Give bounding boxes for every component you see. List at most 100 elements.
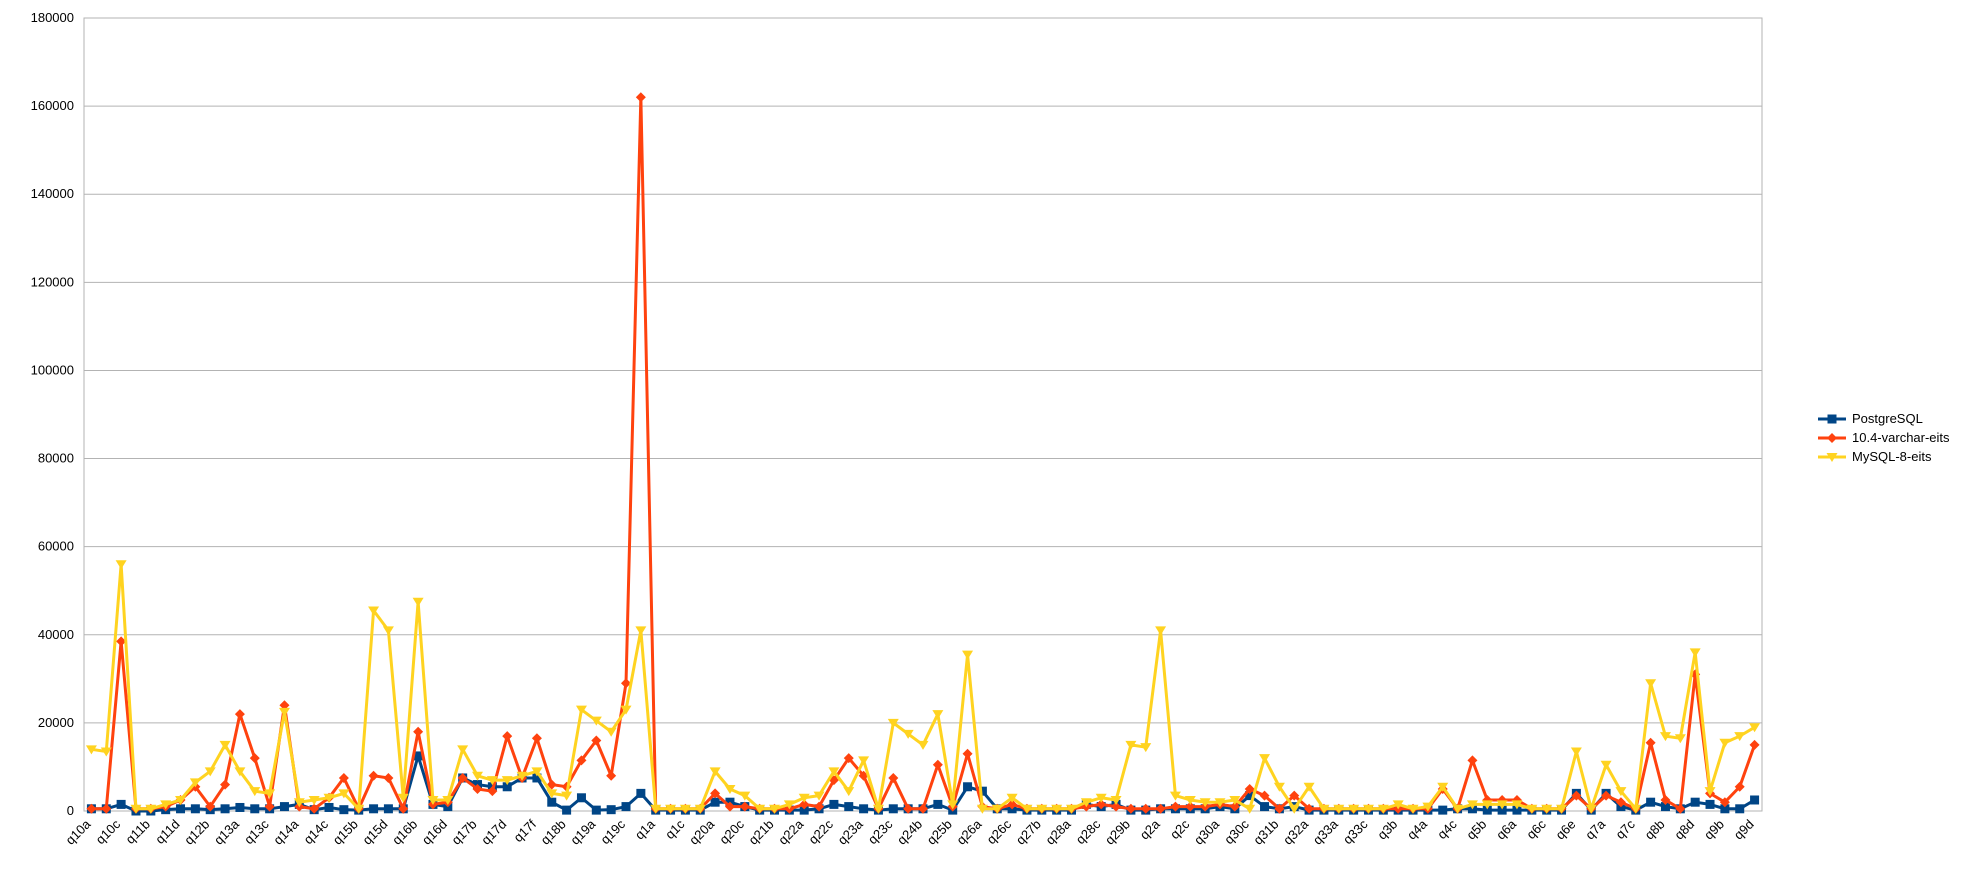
marker bbox=[1095, 793, 1107, 803]
marker bbox=[1735, 804, 1745, 814]
marker bbox=[279, 802, 289, 812]
marker bbox=[1304, 803, 1315, 814]
marker bbox=[383, 772, 394, 783]
marker bbox=[917, 740, 929, 750]
x-tick-label: q10a bbox=[62, 816, 94, 848]
marker bbox=[1244, 783, 1255, 794]
marker bbox=[189, 778, 201, 788]
x-tick-label: q13c bbox=[241, 816, 272, 847]
marker bbox=[1704, 787, 1716, 797]
marker bbox=[264, 801, 275, 812]
marker bbox=[1512, 805, 1522, 815]
marker bbox=[339, 805, 349, 815]
marker bbox=[293, 798, 305, 808]
marker bbox=[516, 771, 528, 781]
marker bbox=[783, 800, 795, 810]
marker bbox=[487, 786, 498, 797]
x-tick-label: q9b bbox=[1701, 817, 1727, 843]
series-line bbox=[91, 95, 1756, 811]
marker bbox=[1827, 433, 1837, 443]
marker bbox=[710, 797, 720, 807]
marker bbox=[903, 803, 914, 814]
marker bbox=[1080, 798, 1092, 808]
marker bbox=[1675, 803, 1686, 814]
marker bbox=[368, 606, 380, 616]
marker bbox=[324, 802, 334, 812]
marker bbox=[1645, 737, 1656, 748]
marker bbox=[1720, 804, 1730, 814]
x-tick-label: q22a bbox=[775, 816, 807, 848]
marker bbox=[1006, 793, 1018, 803]
marker bbox=[1169, 791, 1181, 801]
x-tick-label: q4a bbox=[1404, 816, 1430, 842]
x-tick-label: q30a bbox=[1191, 816, 1223, 848]
x-tick-label: q25b bbox=[924, 817, 955, 848]
marker bbox=[472, 783, 483, 794]
x-tick-label: q30c bbox=[1221, 816, 1252, 847]
marker bbox=[353, 804, 365, 814]
marker bbox=[308, 795, 320, 805]
x-tick-label: q14c bbox=[301, 816, 332, 847]
marker bbox=[1274, 803, 1285, 814]
marker bbox=[278, 707, 290, 717]
x-tick-label: q4c bbox=[1434, 816, 1460, 842]
marker bbox=[859, 804, 869, 814]
x-tick-label: q5b bbox=[1463, 817, 1489, 843]
marker bbox=[1646, 797, 1656, 807]
x-tick-label: q11d bbox=[152, 817, 182, 847]
marker bbox=[116, 636, 127, 647]
x-tick-label: q23c bbox=[865, 816, 896, 847]
marker bbox=[606, 770, 617, 781]
marker bbox=[397, 793, 409, 803]
marker bbox=[531, 733, 542, 744]
marker bbox=[1007, 799, 1018, 810]
y-tick-label: 160000 bbox=[31, 98, 74, 113]
marker bbox=[1289, 790, 1300, 801]
marker bbox=[1452, 804, 1464, 814]
marker bbox=[413, 751, 423, 761]
marker bbox=[249, 753, 260, 764]
marker bbox=[621, 802, 631, 812]
marker bbox=[591, 735, 602, 746]
y-tick-label: 100000 bbox=[31, 362, 74, 377]
marker bbox=[1511, 800, 1523, 810]
marker bbox=[1318, 804, 1330, 814]
marker bbox=[576, 755, 587, 766]
marker bbox=[1170, 801, 1181, 812]
marker bbox=[754, 804, 766, 814]
marker bbox=[235, 802, 245, 812]
marker bbox=[502, 731, 513, 742]
marker bbox=[1438, 805, 1448, 815]
x-tick-label: q12b bbox=[181, 817, 212, 848]
marker bbox=[1827, 414, 1837, 424]
marker bbox=[1570, 747, 1582, 757]
x-tick-label: q14a bbox=[270, 816, 302, 848]
x-tick-label: q6c bbox=[1523, 816, 1549, 842]
marker bbox=[1021, 804, 1033, 814]
marker bbox=[590, 716, 602, 726]
marker bbox=[1705, 799, 1715, 809]
marker bbox=[1333, 804, 1345, 814]
marker bbox=[694, 804, 706, 814]
marker bbox=[472, 771, 484, 781]
y-tick-label: 120000 bbox=[31, 274, 74, 289]
x-tick-label: q18b bbox=[538, 817, 569, 848]
marker bbox=[1303, 782, 1315, 792]
marker bbox=[962, 748, 973, 759]
x-tick-label: q13a bbox=[211, 816, 243, 848]
marker bbox=[1615, 787, 1627, 797]
marker bbox=[1660, 802, 1670, 812]
x-tick-label: q28c bbox=[1073, 816, 1104, 847]
marker bbox=[1734, 781, 1745, 792]
marker bbox=[828, 767, 840, 777]
marker bbox=[382, 626, 394, 636]
marker bbox=[1036, 804, 1048, 814]
marker bbox=[1348, 804, 1360, 814]
marker bbox=[1719, 797, 1730, 808]
marker bbox=[115, 560, 127, 570]
marker bbox=[1630, 804, 1642, 814]
marker bbox=[502, 782, 512, 792]
marker bbox=[724, 784, 736, 794]
marker bbox=[962, 650, 974, 660]
marker bbox=[427, 795, 439, 805]
